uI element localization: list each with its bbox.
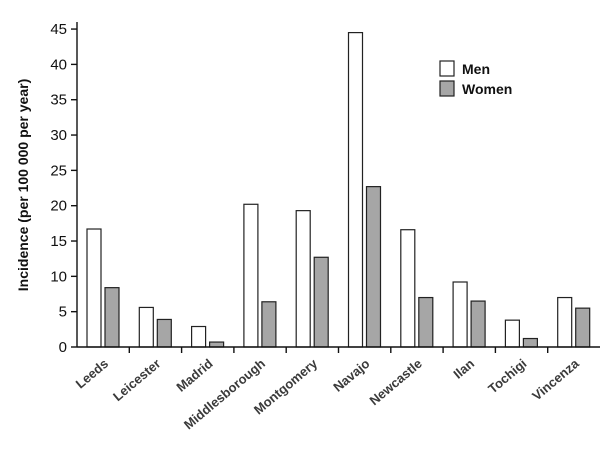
y-tick-label: 0 (59, 339, 67, 356)
bar-men-montgomery (295, 210, 311, 348)
legend-swatch-women (439, 80, 455, 97)
bar-women-montgomery (313, 256, 329, 348)
bar-women-vincenza (575, 307, 591, 348)
bar-men-tochigi (504, 319, 520, 348)
bar-women-madrid (209, 341, 225, 348)
bar-men-newcastle (400, 229, 416, 348)
x-category-label: Tochigi (485, 356, 529, 397)
y-axis-title: Incidence (per 100 000 per year) (15, 79, 31, 291)
bar-women-leeds (104, 287, 120, 348)
x-category-label: Newcastle (367, 356, 425, 408)
y-tick-label: 10 (50, 268, 67, 285)
legend-label-men: Men (462, 61, 490, 77)
x-category-label: Navajo (330, 356, 372, 395)
bar-men-leicester (138, 306, 154, 348)
y-tick-label: 45 (50, 21, 67, 38)
x-category-label: Vincenza (529, 355, 582, 403)
bar-men-ilan (452, 281, 468, 348)
bar-men-middlesborough (243, 203, 259, 348)
x-category-label: Leicester (110, 356, 163, 404)
bar-men-vincenza (557, 296, 573, 348)
bar-women-middlesborough (261, 301, 277, 348)
y-tick-label: 15 (50, 233, 67, 250)
y-tick-label: 5 (59, 304, 67, 321)
bar-men-leeds (86, 228, 102, 348)
bar-men-madrid (191, 325, 207, 348)
bar-women-leicester (156, 318, 172, 348)
y-tick-label: 20 (50, 198, 67, 215)
y-tick-label: 30 (50, 127, 67, 144)
y-tick-label: 25 (50, 162, 67, 179)
bar-women-newcastle (418, 296, 434, 348)
x-category-label: Ilan (450, 356, 477, 382)
y-tick-label: 40 (50, 56, 67, 73)
bar-men-navajo (347, 31, 364, 348)
x-axis-ticks (128, 347, 549, 353)
x-category-label: Leeds (73, 356, 111, 392)
legend-swatch-men (439, 60, 455, 77)
bars (86, 31, 591, 348)
legend: Men Women (439, 60, 512, 97)
bar-women-tochigi (522, 337, 539, 348)
y-tick-label: 35 (50, 92, 67, 109)
y-axis-ticks: 0 5 10 15 20 25 30 35 40 45 (50, 21, 77, 356)
x-category-label: Madrid (173, 356, 215, 395)
legend-label-women: Women (462, 81, 512, 97)
bar-women-navajo (365, 186, 382, 348)
bar-women-ilan (470, 300, 486, 348)
